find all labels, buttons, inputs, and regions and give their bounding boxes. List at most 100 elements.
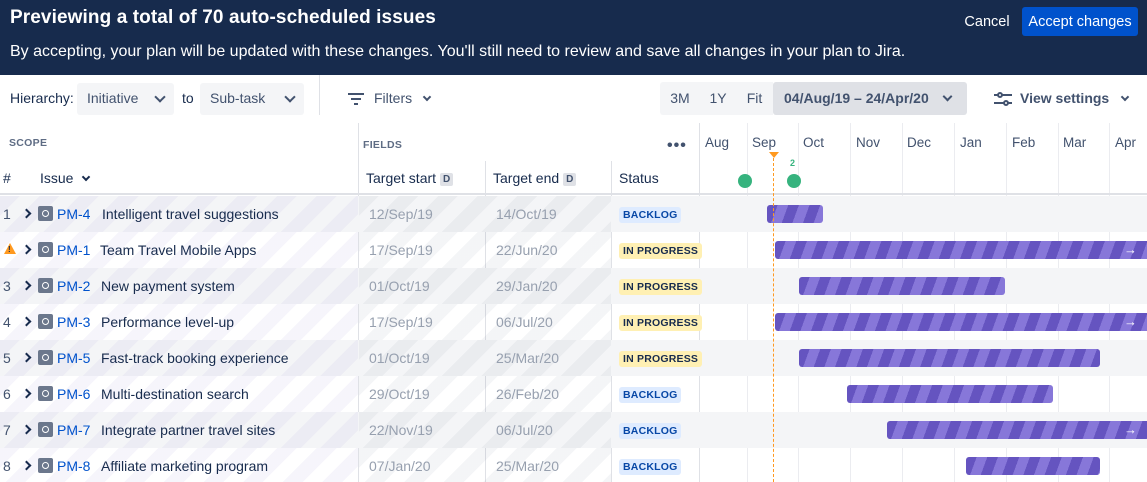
timeline-bar[interactable]: → [775, 313, 1147, 331]
more-icon[interactable]: ••• [667, 137, 687, 154]
issue-title[interactable]: Team Travel Mobile Apps [100, 242, 257, 258]
issue-key[interactable]: PM-7 [57, 422, 91, 438]
table-row[interactable]: 5 PM-5 Fast-track booking experience 01/… [0, 340, 1147, 376]
date-range-select[interactable]: 04/Aug/19 – 24/Apr/20 [773, 82, 967, 115]
target-end-label: Target end [493, 170, 560, 186]
row-fields-background [359, 268, 611, 304]
filters-button[interactable]: Filters [346, 83, 432, 115]
target-start-label: Target start [366, 170, 437, 186]
status-badge: BACKLOG [619, 387, 682, 403]
column-header-issue[interactable]: Issue [40, 170, 91, 186]
zoom-fit-button[interactable]: Fit [736, 82, 773, 115]
table-row[interactable]: 8 PM-8 Affiliate marketing program 07/Ja… [0, 448, 1147, 482]
header-bottom-border [0, 193, 1147, 195]
column-header-target-end[interactable]: Target end D [493, 170, 577, 186]
issue-key[interactable]: PM-1 [57, 242, 91, 258]
month-label-mar: Mar [1063, 135, 1087, 150]
issue-title[interactable]: Intelligent travel suggestions [102, 206, 279, 222]
table-row[interactable]: 7 PM-7 Integrate partner travel sites 22… [0, 412, 1147, 448]
cancel-button[interactable]: Cancel [958, 8, 1016, 36]
hierarchy-label: Hierarchy: [10, 90, 74, 106]
zoom-3m-button[interactable]: 3M [660, 82, 700, 115]
target-start-date[interactable]: 12/Sep/19 [369, 206, 433, 222]
issue-key[interactable]: PM-3 [57, 314, 91, 330]
issue-title[interactable]: Integrate partner travel sites [101, 422, 276, 438]
target-start-date[interactable]: 01/Oct/19 [369, 278, 430, 294]
month-label-jan: Jan [960, 135, 982, 150]
hierarchy-from-value: Initiative [87, 90, 139, 106]
table-row[interactable]: 3 PM-2 New payment system 01/Oct/19 29/J… [0, 268, 1147, 304]
target-end-date[interactable]: 22/Jun/20 [496, 242, 558, 258]
issue-key[interactable]: PM-8 [57, 458, 91, 474]
column-divider [485, 161, 486, 482]
zoom-1y-button[interactable]: 1Y [700, 82, 736, 115]
column-header-status[interactable]: Status [619, 170, 659, 186]
timeline-bar[interactable] [799, 349, 1100, 367]
row-fields-background [359, 412, 611, 448]
banner-description: By accepting, your plan will be updated … [10, 43, 906, 60]
issue-title[interactable]: Affiliate marketing program [101, 458, 269, 474]
timeline-bar[interactable] [799, 277, 1005, 295]
target-end-date[interactable]: 25/Mar/20 [496, 350, 560, 366]
row-scope-background [0, 340, 358, 376]
timeline-bar[interactable]: → [887, 421, 1147, 439]
target-start-date[interactable]: 07/Jan/20 [369, 458, 431, 474]
issue-key[interactable]: PM-6 [57, 386, 91, 402]
timeline-bar[interactable] [966, 457, 1100, 475]
status-badge: IN PROGRESS [619, 351, 703, 367]
initiative-icon [38, 314, 53, 329]
target-start-date[interactable]: 01/Oct/19 [369, 350, 430, 366]
status-badge: IN PROGRESS [619, 279, 703, 295]
issue-key[interactable]: PM-4 [57, 206, 91, 222]
warning-icon[interactable] [4, 243, 16, 254]
accept-changes-button[interactable]: Accept changes [1022, 7, 1138, 36]
target-start-date[interactable]: 17/Sep/19 [369, 242, 433, 258]
hierarchy-to-select[interactable]: Sub-task [200, 83, 304, 115]
month-label-sep: Sep [752, 135, 777, 150]
target-end-date[interactable]: 06/Jul/20 [496, 422, 553, 438]
status-badge: BACKLOG [619, 459, 682, 475]
issue-title[interactable]: Multi-destination search [101, 386, 249, 402]
target-end-date[interactable]: 14/Oct/19 [496, 206, 557, 222]
row-fields-background [359, 196, 611, 232]
banner-title: Previewing a total of 70 auto-scheduled … [10, 7, 436, 29]
view-settings-button[interactable]: View settings [992, 83, 1130, 115]
issue-key[interactable]: PM-2 [57, 278, 91, 294]
timeline-bar[interactable] [847, 385, 1053, 403]
row-fields-background [359, 304, 611, 340]
issue-key[interactable]: PM-5 [57, 350, 91, 366]
table-row[interactable]: 1 PM-4 Intelligent travel suggestions 12… [0, 196, 1147, 232]
target-end-date[interactable]: 29/Jan/20 [496, 278, 558, 294]
target-start-date[interactable]: 22/Nov/19 [369, 422, 433, 438]
column-header-target-start[interactable]: Target start D [366, 170, 454, 186]
view-settings-label: View settings [1020, 90, 1110, 106]
month-label-feb: Feb [1012, 135, 1036, 150]
release-marker-group[interactable] [787, 174, 801, 188]
date-badge: D [563, 173, 577, 186]
issue-title[interactable]: Fast-track booking experience [101, 350, 289, 366]
row-fields-background [359, 448, 611, 482]
month-label-apr: Apr [1115, 135, 1137, 150]
target-end-date[interactable]: 26/Feb/20 [496, 386, 560, 402]
hierarchy-from-select[interactable]: Initiative [77, 83, 174, 115]
table-row[interactable]: 4 PM-3 Performance level-up 17/Sep/19 06… [0, 304, 1147, 340]
timeline-bar[interactable]: → [775, 241, 1147, 259]
table-row[interactable]: 6 PM-6 Multi-destination search 29/Oct/1… [0, 376, 1147, 412]
target-start-date[interactable]: 29/Oct/19 [369, 386, 430, 402]
row-scope-background [0, 304, 358, 340]
table-row[interactable]: PM-1 Team Travel Mobile Apps 17/Sep/19 2… [0, 232, 1147, 268]
issue-title[interactable]: Performance level-up [101, 314, 235, 330]
chevron-down-icon [284, 91, 296, 103]
preview-banner: Previewing a total of 70 auto-scheduled … [0, 0, 1147, 75]
column-header-number: # [3, 170, 11, 186]
initiative-icon [38, 386, 53, 401]
target-end-date[interactable]: 06/Jul/20 [496, 314, 553, 330]
target-start-date[interactable]: 17/Sep/19 [369, 314, 433, 330]
banner-title-suffix: auto-scheduled issues [223, 7, 436, 28]
issue-title[interactable]: New payment system [101, 278, 235, 294]
timeline-bar[interactable] [767, 205, 823, 223]
target-end-date[interactable]: 25/Mar/20 [496, 458, 560, 474]
chevron-down-icon [942, 91, 953, 102]
chevron-down-icon [154, 91, 166, 103]
release-marker[interactable] [738, 174, 752, 188]
